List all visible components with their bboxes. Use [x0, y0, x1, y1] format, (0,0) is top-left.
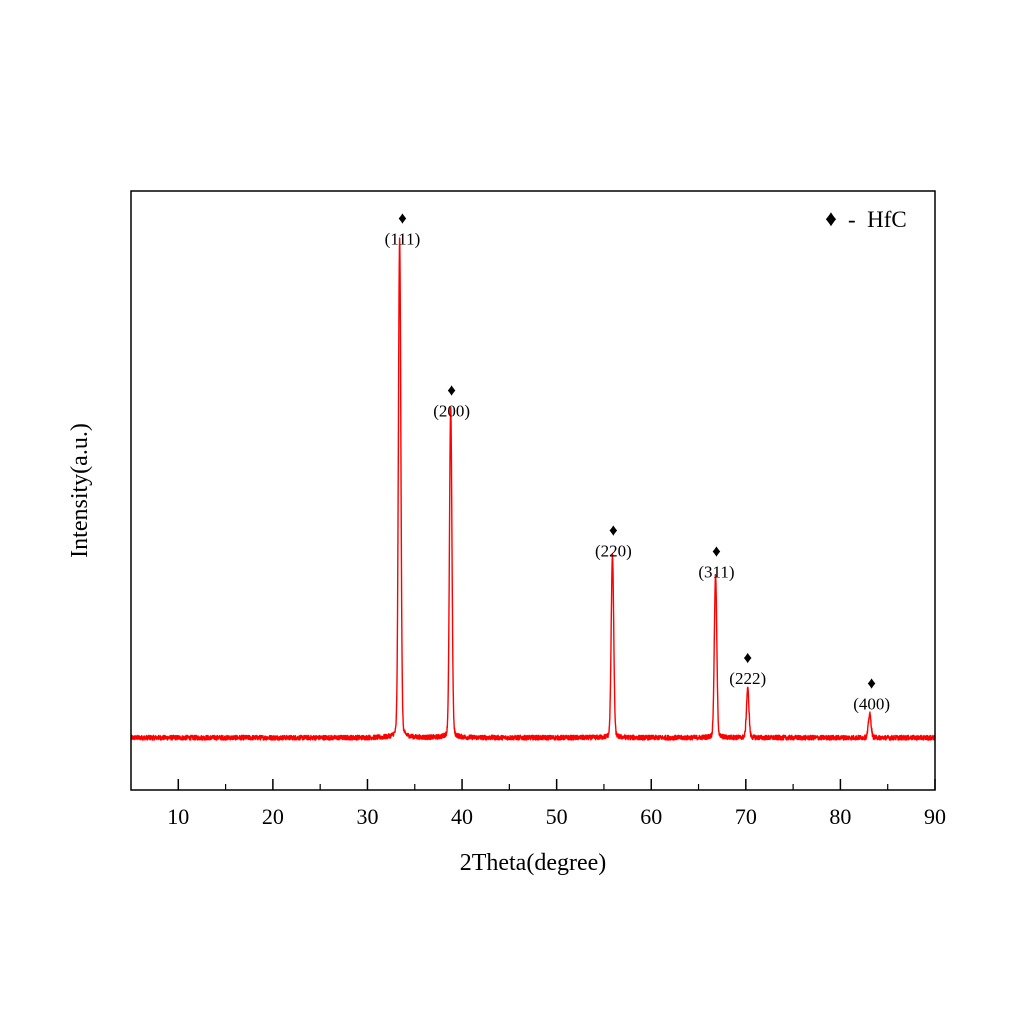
data-layer	[130, 237, 936, 741]
peak-marker-icon: ♦	[398, 209, 407, 228]
peak-label: (220)	[595, 541, 632, 560]
y-axis-title: Intensity(a.u.)	[67, 423, 93, 558]
x-axis-ticks: 10 20 30 40 50 60 70 80 90	[167, 779, 946, 829]
peak-annotations: ♦ (111) ♦ (200) ♦ (220) ♦ (311) ♦ (222) ♦ (400)	[385, 209, 890, 714]
x-tick-label: 90	[924, 804, 946, 829]
peak-marker-icon: ♦	[743, 648, 752, 667]
peak-marker-icon: ♦	[867, 674, 876, 693]
x-tick-label: 70	[735, 804, 757, 829]
legend: ♦ - HfC	[825, 206, 907, 232]
x-tick-label: 50	[546, 804, 568, 829]
series-line-hfc	[130, 237, 936, 741]
x-tick-label: 60	[640, 804, 662, 829]
peak-label: (400)	[853, 695, 890, 714]
x-tick-label: 10	[167, 804, 189, 829]
peak-label: (111)	[385, 230, 421, 249]
peak-marker-icon: ♦	[712, 541, 721, 560]
legend-marker-icon: ♦	[825, 206, 837, 231]
x-tick-label: 40	[451, 804, 473, 829]
x-tick-label: 20	[262, 804, 284, 829]
peak-label: (311)	[698, 562, 734, 581]
peak-marker-icon: ♦	[447, 381, 456, 400]
legend-label: - HfC	[848, 207, 907, 232]
x-tick-label: 30	[356, 804, 378, 829]
plot-frame	[130, 190, 936, 791]
peak-marker-icon: ♦	[609, 520, 618, 539]
x-tick-label: 80	[829, 804, 851, 829]
peak-label: (200)	[433, 402, 470, 421]
peak-label: (222)	[729, 669, 766, 688]
x-axis-title: 2Theta(degree)	[460, 850, 607, 876]
